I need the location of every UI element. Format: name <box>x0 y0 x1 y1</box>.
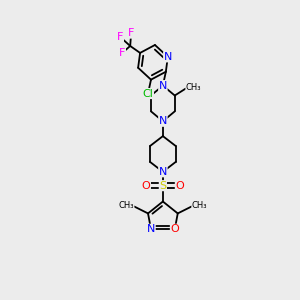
Text: F: F <box>128 28 134 38</box>
Text: F: F <box>119 48 125 58</box>
Text: S: S <box>159 181 167 191</box>
Text: Cl: Cl <box>142 88 154 98</box>
Text: O: O <box>142 181 150 191</box>
Text: N: N <box>159 81 167 91</box>
Text: CH₃: CH₃ <box>192 201 207 210</box>
Text: N: N <box>147 224 155 234</box>
Text: N: N <box>159 167 167 177</box>
Text: O: O <box>170 224 179 234</box>
Text: CH₃: CH₃ <box>186 83 201 92</box>
Text: F: F <box>117 32 124 42</box>
Text: CH₃: CH₃ <box>118 201 134 210</box>
Text: N: N <box>164 52 172 62</box>
Text: N: N <box>159 116 167 126</box>
Text: O: O <box>175 181 184 191</box>
